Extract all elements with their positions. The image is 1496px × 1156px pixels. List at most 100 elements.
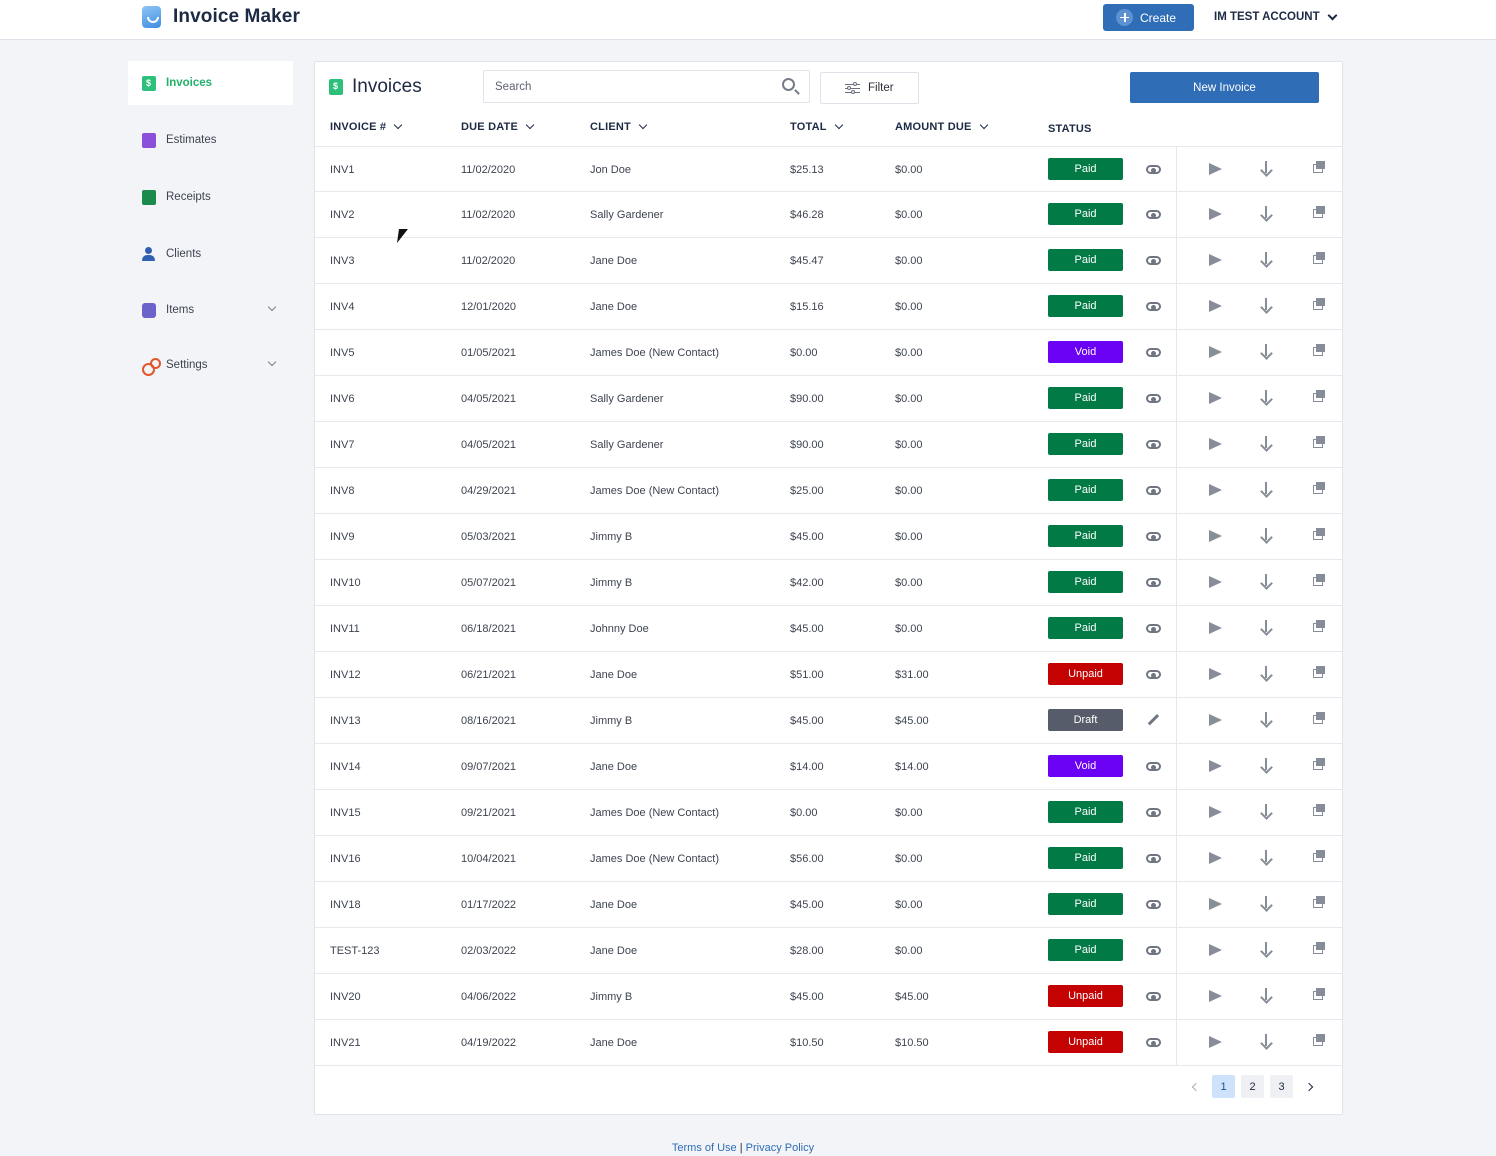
next-page-button[interactable] [1299, 1075, 1322, 1098]
send-icon[interactable] [1209, 714, 1222, 726]
table-row[interactable]: INV14 09/07/2021 Jane Doe $14.00 $14.00 Void [315, 744, 1342, 790]
column-header-total[interactable]: TOTAL [790, 120, 843, 133]
send-icon[interactable] [1209, 852, 1222, 864]
table-row[interactable]: INV18 01/17/2022 Jane Doe $45.00 $0.00 Paid [315, 882, 1342, 928]
duplicate-icon[interactable] [1313, 436, 1325, 448]
sidebar-item-clients[interactable]: Clients [128, 232, 293, 276]
column-header-client[interactable]: CLIENT [590, 120, 648, 133]
send-icon[interactable] [1209, 346, 1222, 358]
page-button-1[interactable]: 1 [1212, 1075, 1235, 1098]
column-header-invoice[interactable]: INVOICE # [330, 120, 403, 133]
download-icon[interactable] [1265, 1034, 1267, 1046]
duplicate-icon[interactable] [1313, 1034, 1325, 1046]
column-header-amount-due[interactable]: AMOUNT DUE [895, 120, 988, 133]
new-invoice-button[interactable]: New Invoice [1130, 72, 1319, 103]
view-eye-icon[interactable] [1146, 532, 1161, 541]
view-eye-icon[interactable] [1146, 348, 1161, 357]
sidebar-item-receipts[interactable]: Receipts [128, 175, 293, 219]
view-eye-icon[interactable] [1146, 256, 1161, 265]
send-icon[interactable] [1209, 392, 1222, 404]
download-icon[interactable] [1265, 574, 1267, 586]
duplicate-icon[interactable] [1313, 161, 1325, 173]
send-icon[interactable] [1209, 163, 1222, 175]
create-button[interactable]: Create [1103, 4, 1194, 31]
sidebar-item-invoices[interactable]: Invoices [128, 61, 293, 105]
table-row[interactable]: INV3 11/02/2020 Jane Doe $45.47 $0.00 Paid [315, 238, 1342, 284]
view-eye-icon[interactable] [1146, 670, 1161, 679]
table-row[interactable]: INV11 06/18/2021 Johnny Doe $45.00 $0.00 Paid [315, 606, 1342, 652]
sidebar-item-items[interactable]: Items [128, 288, 293, 332]
page-button-3[interactable]: 3 [1270, 1075, 1293, 1098]
filter-button[interactable]: Filter [820, 72, 919, 104]
duplicate-icon[interactable] [1313, 206, 1325, 218]
duplicate-icon[interactable] [1313, 988, 1325, 1000]
view-eye-icon[interactable] [1146, 808, 1161, 817]
table-row[interactable]: TEST-123 02/03/2022 Jane Doe $28.00 $0.00 Pai… [315, 928, 1342, 974]
view-eye-icon[interactable] [1146, 440, 1161, 449]
send-icon[interactable] [1209, 898, 1222, 910]
view-eye-icon[interactable] [1146, 900, 1161, 909]
page-button-2[interactable]: 2 [1241, 1075, 1264, 1098]
view-eye-icon[interactable] [1146, 394, 1161, 403]
send-icon[interactable] [1209, 1036, 1222, 1048]
download-icon[interactable] [1265, 161, 1267, 173]
duplicate-icon[interactable] [1313, 528, 1325, 540]
view-eye-icon[interactable] [1146, 762, 1161, 771]
view-eye-icon[interactable] [1146, 854, 1161, 863]
send-icon[interactable] [1209, 438, 1222, 450]
download-icon[interactable] [1265, 620, 1267, 632]
table-row[interactable]: INV9 05/03/2021 Jimmy B $45.00 $0.00 Paid [315, 514, 1342, 560]
download-icon[interactable] [1265, 666, 1267, 678]
table-row[interactable]: INV12 06/21/2021 Jane Doe $51.00 $31.00 Unpai… [315, 652, 1342, 698]
table-row[interactable]: INV20 04/06/2022 Jimmy B $45.00 $45.00 Unpaid [315, 974, 1342, 1020]
download-icon[interactable] [1265, 482, 1267, 494]
duplicate-icon[interactable] [1313, 850, 1325, 862]
view-eye-icon[interactable] [1146, 624, 1161, 633]
duplicate-icon[interactable] [1313, 574, 1325, 586]
column-header-due-date[interactable]: DUE DATE [461, 120, 535, 133]
table-row[interactable]: INV2 11/02/2020 Sally Gardener $46.28 $0.00 P… [315, 192, 1342, 238]
view-eye-icon[interactable] [1146, 992, 1161, 1001]
send-icon[interactable] [1209, 668, 1222, 680]
send-icon[interactable] [1209, 576, 1222, 588]
send-icon[interactable] [1209, 622, 1222, 634]
duplicate-icon[interactable] [1313, 620, 1325, 632]
table-row[interactable]: INV4 12/01/2020 Jane Doe $15.16 $0.00 Paid [315, 284, 1342, 330]
search-input[interactable] [483, 70, 810, 103]
account-menu[interactable]: IM TEST ACCOUNT [1214, 10, 1338, 23]
table-row[interactable]: INV1 11/02/2020 Jon Doe $25.13 $0.00 Paid [315, 146, 1342, 192]
send-icon[interactable] [1209, 208, 1222, 220]
send-icon[interactable] [1209, 530, 1222, 542]
view-eye-icon[interactable] [1146, 1038, 1161, 1047]
table-row[interactable]: INV16 10/04/2021 James Doe (New Contact) $5… [315, 836, 1342, 882]
download-icon[interactable] [1265, 436, 1267, 448]
search-icon[interactable] [782, 78, 795, 91]
duplicate-icon[interactable] [1313, 482, 1325, 494]
edit-pencil-icon[interactable] [1147, 714, 1159, 725]
download-icon[interactable] [1265, 804, 1267, 816]
table-row[interactable]: INV6 04/05/2021 Sally Gardener $90.00 $0.00 P… [315, 376, 1342, 422]
view-eye-icon[interactable] [1146, 578, 1161, 587]
download-icon[interactable] [1265, 252, 1267, 264]
download-icon[interactable] [1265, 988, 1267, 1000]
download-icon[interactable] [1265, 712, 1267, 724]
terms-link[interactable]: Terms of Use [671, 1142, 737, 1154]
table-row[interactable]: INV7 04/05/2021 Sally Gardener $90.00 $0.00 P… [315, 422, 1342, 468]
sidebar-item-settings[interactable]: Settings [128, 343, 293, 387]
send-icon[interactable] [1209, 760, 1222, 772]
send-icon[interactable] [1209, 806, 1222, 818]
sidebar-item-estimates[interactable]: Estimates [128, 118, 293, 162]
send-icon[interactable] [1209, 300, 1222, 312]
send-icon[interactable] [1209, 254, 1222, 266]
duplicate-icon[interactable] [1313, 712, 1325, 724]
download-icon[interactable] [1265, 850, 1267, 862]
duplicate-icon[interactable] [1313, 252, 1325, 264]
table-row[interactable]: INV10 05/07/2021 Jimmy B $42.00 $0.00 Paid [315, 560, 1342, 606]
duplicate-icon[interactable] [1313, 942, 1325, 954]
duplicate-icon[interactable] [1313, 298, 1325, 310]
download-icon[interactable] [1265, 206, 1267, 218]
download-icon[interactable] [1265, 298, 1267, 310]
view-eye-icon[interactable] [1146, 210, 1161, 219]
send-icon[interactable] [1209, 990, 1222, 1002]
view-eye-icon[interactable] [1146, 302, 1161, 311]
